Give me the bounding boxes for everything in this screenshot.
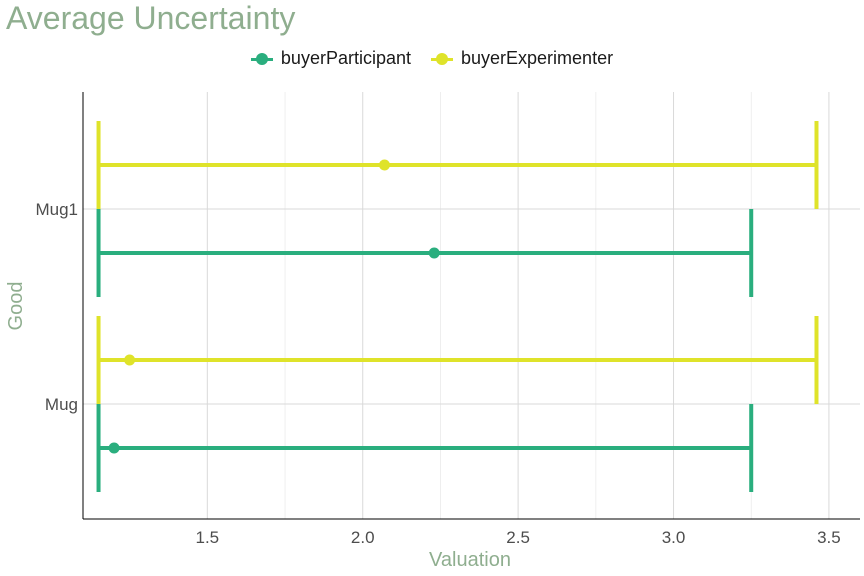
legend-label: buyerParticipant xyxy=(280,48,411,68)
x-axis-title: Valuation xyxy=(429,549,511,571)
legend: buyerParticipant buyerExperimenter xyxy=(0,48,864,69)
legend-key-icon xyxy=(250,49,273,69)
x-tick-label: 2.0 xyxy=(351,528,375,547)
chart-title: Average Uncertainty xyxy=(6,0,296,36)
x-tick-label: 3.5 xyxy=(817,528,841,547)
legend-item-buyer-participant: buyerParticipant xyxy=(250,48,411,69)
x-tick-labels: 1.5 2.0 2.5 3.0 3.5 xyxy=(195,528,840,547)
y-tick-labels: Mug Mug1 xyxy=(35,200,78,414)
legend-label: buyerExperimenter xyxy=(461,48,614,68)
y-tick-label: Mug1 xyxy=(35,200,78,219)
axes xyxy=(82,92,860,520)
grid xyxy=(83,92,860,519)
data-point xyxy=(378,159,390,171)
x-tick-label: 1.5 xyxy=(195,528,219,547)
marks xyxy=(96,121,819,492)
legend-item-buyer-experimenter: buyerExperimenter xyxy=(431,48,613,69)
data-point xyxy=(124,354,136,366)
y-tick-label: Mug xyxy=(45,395,78,414)
legend-key-icon xyxy=(431,49,453,69)
x-tick-label: 2.5 xyxy=(506,528,530,547)
data-point xyxy=(108,442,120,454)
x-tick-label: 3.0 xyxy=(662,528,686,547)
y-axis-title: Good xyxy=(5,282,27,331)
data-point xyxy=(428,247,440,259)
